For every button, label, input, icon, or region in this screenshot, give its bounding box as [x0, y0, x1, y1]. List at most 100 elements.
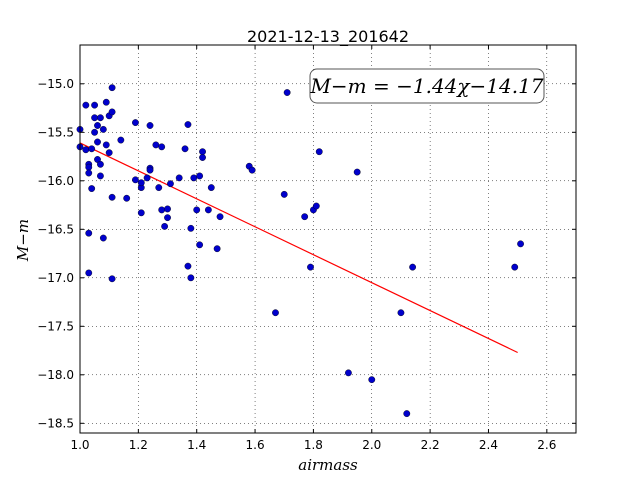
data-point	[132, 176, 139, 184]
x-tick-label: 2.4	[479, 438, 498, 452]
data-point	[108, 275, 116, 283]
data-point	[511, 263, 519, 271]
data-point	[155, 184, 163, 191]
data-point	[85, 229, 93, 237]
data-point	[91, 114, 98, 122]
y-tick-label: −16.5	[37, 222, 74, 236]
data-point	[152, 141, 160, 149]
data-point	[91, 101, 98, 109]
data-point	[123, 194, 131, 202]
x-tick-label: 2.0	[362, 438, 381, 452]
data-point	[403, 410, 411, 417]
data-point	[315, 148, 323, 156]
data-point	[204, 206, 212, 214]
data-point	[312, 202, 320, 210]
data-point	[158, 206, 166, 214]
data-point	[167, 180, 174, 188]
data-point	[108, 108, 116, 116]
data-point	[216, 213, 224, 221]
data-point	[108, 84, 116, 92]
data-point	[184, 121, 192, 128]
data-point	[196, 172, 204, 180]
data-point	[99, 125, 107, 133]
data-point	[301, 213, 309, 221]
y-tick-label: −16.0	[37, 174, 74, 188]
data-point	[307, 263, 314, 271]
y-tick-label: −17.5	[37, 319, 74, 333]
fit-line-group	[79, 142, 518, 354]
plot-frame	[79, 44, 577, 434]
y-tick-label: −17.0	[37, 271, 74, 285]
data-point	[88, 145, 96, 153]
data-point	[164, 214, 171, 222]
data-point	[97, 114, 104, 122]
y-axis-label: M−m	[14, 219, 32, 262]
y-tick-label: −15.0	[37, 77, 74, 91]
data-point	[102, 141, 110, 149]
fit-line	[79, 142, 518, 354]
data-point	[345, 369, 352, 377]
data-point	[190, 174, 198, 182]
data-point	[409, 263, 417, 271]
x-tick-label: 1.0	[70, 438, 89, 452]
y-tick-label: −18.5	[37, 416, 74, 430]
data-point	[158, 143, 166, 151]
data-point	[164, 205, 171, 213]
data-point	[199, 154, 206, 161]
data-point	[132, 119, 139, 127]
data-point	[213, 245, 221, 253]
data-point	[82, 101, 90, 109]
data-point	[94, 122, 101, 129]
data-point	[99, 234, 107, 242]
y-tick-label: −15.5	[37, 125, 74, 139]
data-point	[97, 160, 104, 168]
data-point	[85, 163, 93, 171]
data-point	[397, 309, 405, 317]
x-tick-label: 1.4	[187, 438, 206, 452]
data-point	[207, 184, 215, 191]
data-point	[117, 136, 125, 144]
data-point	[94, 138, 101, 146]
data-point	[193, 206, 201, 214]
data-point	[146, 122, 154, 129]
chart-title: 2021-12-13_201642	[247, 27, 409, 47]
x-tick-label: 2.6	[537, 438, 556, 452]
data-point	[146, 166, 154, 174]
axis-ticks: 1.0 1.2 1.4 1.6 1.8 2.0 2.2 2.4 2.6 −15.0 −15.5 −16…	[37, 45, 576, 452]
data-point	[105, 149, 113, 157]
data-point	[175, 174, 183, 182]
data-point	[517, 240, 524, 248]
data-point	[187, 224, 195, 232]
fit-equation: M−m = −1.44χ−14.17	[309, 74, 543, 98]
fit-annotation-box	[309, 68, 545, 104]
data-point	[85, 269, 93, 277]
data-point	[368, 376, 376, 384]
data-point	[280, 190, 288, 198]
data-point	[137, 209, 145, 217]
data-point	[199, 148, 206, 156]
data-point	[196, 241, 204, 249]
data-point	[184, 262, 192, 270]
x-tick-label: 1.6	[246, 438, 265, 452]
data-point	[248, 166, 256, 174]
data-point	[143, 174, 151, 182]
data-point	[161, 222, 169, 230]
data-points	[76, 84, 524, 417]
data-point	[272, 309, 279, 317]
fit-annotation: M−m = −1.44χ−14.17	[309, 68, 545, 104]
data-point	[108, 193, 116, 201]
x-axis-label: airmass	[298, 456, 358, 474]
plot-area	[80, 45, 576, 433]
data-point	[97, 172, 104, 180]
x-tick-label: 1.2	[129, 438, 148, 452]
data-point	[82, 146, 90, 154]
data-point	[91, 128, 98, 136]
data-point	[85, 169, 93, 177]
data-point	[187, 274, 195, 282]
x-tick-label: 1.8	[304, 438, 323, 452]
y-tick-label: −18.0	[37, 368, 74, 382]
data-point	[181, 145, 189, 153]
data-point	[353, 168, 361, 176]
